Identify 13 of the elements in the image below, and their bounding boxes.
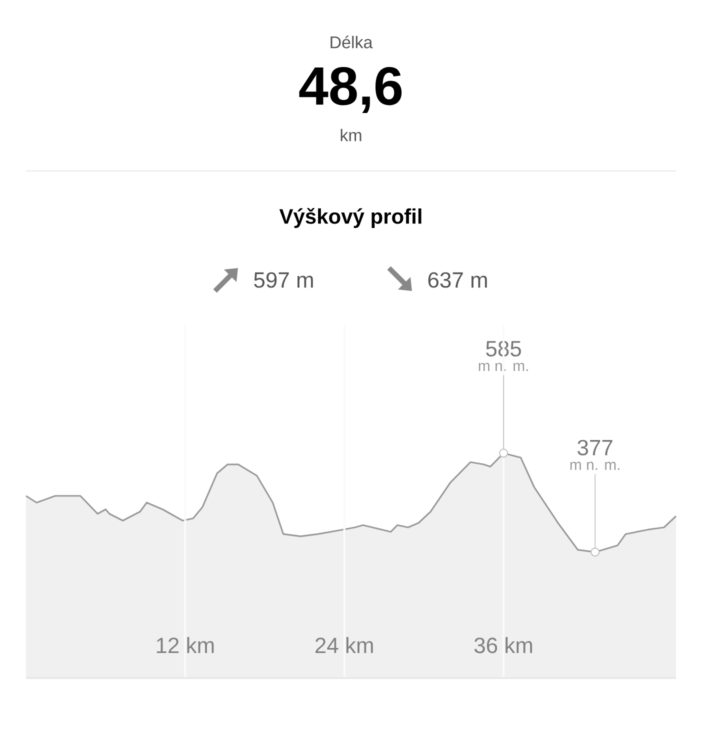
chart-title: Výškový profil	[279, 208, 422, 228]
text: Délka	[330, 36, 373, 48]
annotation: m n. m.	[570, 462, 620, 470]
text: km	[340, 128, 362, 142]
text: m n. m.	[478, 362, 528, 371]
x-tick-label: 24 km	[316, 637, 373, 653]
x-tick-label: 36 km	[474, 637, 532, 654]
text: 597 m	[254, 272, 313, 288]
annotation: 585	[486, 340, 521, 356]
x-tick-label: 12 km	[156, 637, 214, 653]
text: 637 m	[428, 272, 487, 288]
text: 48,6	[299, 66, 402, 114]
annotation: 377	[578, 440, 612, 456]
